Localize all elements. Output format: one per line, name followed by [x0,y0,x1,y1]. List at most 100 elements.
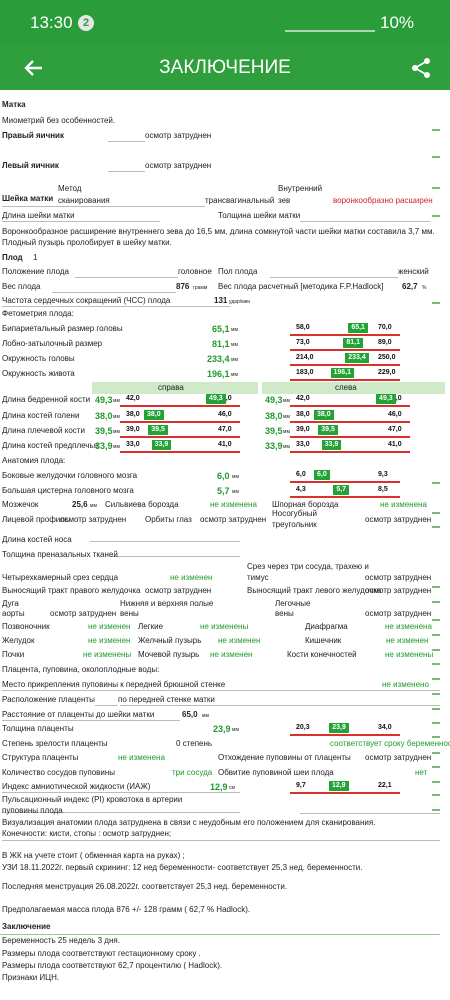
value-marker: 39,5 [318,425,338,435]
text-field: Лицевой профиль [2,515,70,524]
text-field: осмотр затруднен [365,753,432,762]
text-field: воронкообразно расширен [333,196,433,205]
field-underline [2,840,440,841]
text-field: не изменена [118,753,165,762]
chart-icon [432,181,440,189]
text-field: осмотр затруднен [365,586,432,595]
chart-icon [432,506,440,514]
text-field: Длина костей предплечья [2,441,98,450]
text-field: 233,4 [207,354,230,364]
field-underline [95,705,118,706]
text-field: мм [231,372,238,378]
chart-icon [432,628,440,636]
text-field: Носогубный [272,509,317,518]
text-field: Матка [2,100,26,109]
chart-icon [432,296,440,304]
text-field: удар/мин [229,299,251,305]
range-low: 38,0 [126,411,140,418]
field-underline [110,556,240,557]
battery: 10% [380,13,415,32]
range-high: 70,0 [378,324,392,331]
text-field: Дуга [2,599,19,608]
chart-icon [432,520,440,528]
text-field: Вес плода [2,282,41,291]
value-marker: 23,9 [329,723,349,733]
chart-icon [432,760,440,768]
text-field: Длина шейки матки [2,211,75,220]
text-field: нет [415,768,428,777]
value-marker: 6,0 [314,470,330,480]
range-high: 47,0 [218,426,232,433]
field-underline [108,171,145,172]
text-field: 65,1 [212,324,230,334]
text-field: Выносящий тракт правого желудочка [2,586,141,595]
range-high: 46,0 [388,411,402,418]
chart-icon [432,687,440,695]
text-field: 38,0 [265,411,283,421]
text-field: 62,7 [402,282,418,291]
text-field: 38,0 [95,411,113,421]
back-button[interactable] [22,56,46,80]
text-field: Отхождение пуповины от плаценты [218,753,351,762]
text-field: 49,3 [265,395,283,405]
range-high: 22,1 [378,782,392,789]
text-field: % [422,285,427,291]
text-field: осмотр затруднен [365,573,432,582]
text-field: мм [283,398,290,404]
value-marker: 65,1 [348,323,368,333]
text-field: мм [283,414,290,420]
text-field: тимус [247,573,269,582]
share-button[interactable] [409,56,433,80]
text-field: Пол плода [218,267,258,276]
field-underline [2,812,240,813]
field-underline [108,141,145,142]
text-field: 39,5 [265,426,283,436]
text-field: Правый яичник [2,131,64,140]
text-field: 5,7 [217,486,230,496]
status-bar: 13:30 2 10% [0,0,450,45]
text-field: Желчный пузырь [138,636,202,645]
text-field: Выносящий тракт левого желудочка [247,586,382,595]
text-field: Толщина преназальных тканей [2,550,118,559]
text-field: 12,9 [210,782,228,792]
text-field: Плодный пузырь пролобирует в шейку матки… [2,238,172,247]
text-field: Легочные [275,599,311,608]
range-bar [290,405,410,407]
text-field: Диафрагма [305,622,348,631]
text-field: Длина плечевой кости [2,426,85,435]
text-field: осмотр затруднен [145,586,212,595]
text-field: 33,9 [95,441,113,451]
chart-icon [432,580,440,588]
text-field: мм [283,429,290,435]
range-bar [290,334,400,336]
range-high: 8,5 [378,486,388,493]
range-low: 42,0 [126,395,140,402]
value-marker: 38,0 [314,410,334,420]
chart-icon [432,595,440,603]
text-field: Структура плаценты [2,753,79,762]
text-field: справа [158,383,184,392]
text-field: 876 [176,282,190,291]
range-high: 250,0 [378,354,396,361]
chart-icon [432,775,440,783]
field-underline [52,292,176,293]
text-field: не изменена [385,622,432,631]
range-low: 42,0 [296,395,310,402]
chart-icon [432,672,440,680]
text-field: мм [113,444,120,450]
range-bar [120,405,240,407]
text-field: Легкие [138,622,164,631]
text-field: Кости конечностей [287,650,357,659]
text-field: Орбиты глаз [145,515,192,524]
screen-title: ЗАКЛЮЧЕНИЕ [159,57,291,78]
text-field: зев [278,196,291,205]
text-field: мм [113,398,120,404]
text-field: Толщина плаценты [2,724,74,733]
text-field: Размеры плода соответствуют гестационном… [2,949,201,958]
chart-icon [432,476,440,484]
text-field: мм [202,713,209,719]
text-field: Длина бедренной кости [2,395,91,404]
chart-icon [432,613,440,621]
range-low: 39,0 [126,426,140,433]
text-field: Визуализация анатомии плода затруднена в… [2,818,376,827]
